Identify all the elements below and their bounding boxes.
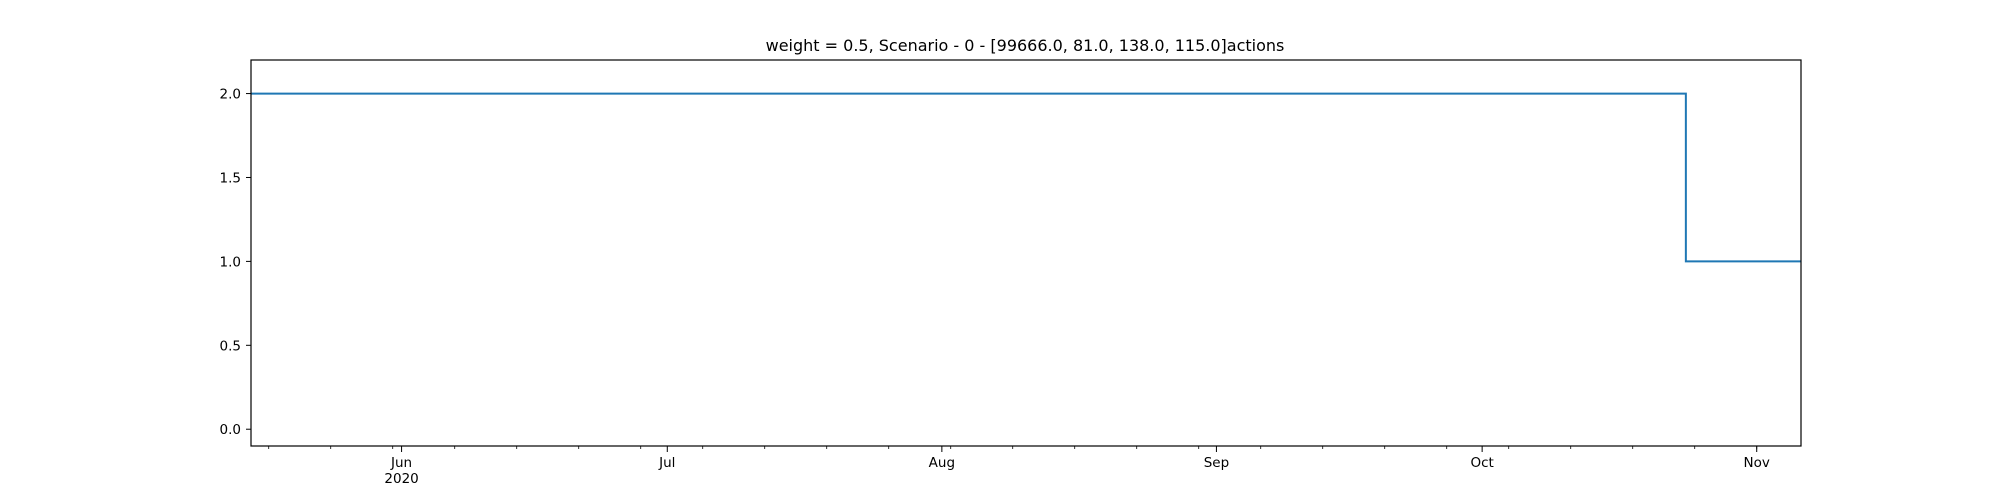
- x-tick-label: Oct: [1470, 455, 1493, 471]
- series-layer: [251, 92, 1801, 263]
- y-tick-label: 1.5: [220, 170, 241, 186]
- x-tick-label: Nov: [1744, 455, 1770, 471]
- y-tick-label: 0.5: [220, 338, 241, 354]
- y-tick-label: 1.0: [220, 254, 241, 270]
- x-tick-label: Jun: [390, 455, 412, 471]
- x-tick-year-label: 2020: [384, 471, 418, 487]
- x-tick-label: Jul: [658, 455, 675, 471]
- x-tick-label: Aug: [929, 455, 955, 471]
- y-tick-label: 2.0: [220, 87, 241, 103]
- x-tick-label: Sep: [1204, 455, 1229, 471]
- plot-frame: [250, 59, 1802, 447]
- chart-title: weight = 0.5, Scenario - 0 - [99666.0, 8…: [766, 36, 1285, 55]
- series-line: [251, 92, 1801, 263]
- y-axis: 0.0 0.5 1.0 1.5 2.0: [220, 87, 251, 438]
- y-tick-label: 0.0: [220, 422, 241, 438]
